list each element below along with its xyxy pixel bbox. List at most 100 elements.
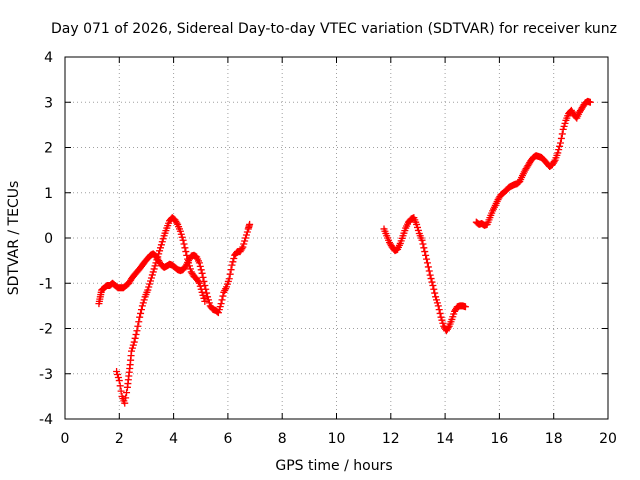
data-point [427,275,435,283]
series-3 [380,214,469,335]
data-point [437,313,445,321]
data-point [195,259,203,267]
data-point [135,318,143,326]
data-point [114,374,122,382]
data-point [204,296,212,304]
data-point [199,291,207,299]
data-point [556,139,564,147]
data-point [228,261,236,269]
series-1 [95,220,254,317]
data-point [413,220,421,228]
y-tick-label: -3 [39,367,53,383]
x-tick-label: 12 [382,431,400,447]
data-point [200,294,208,302]
x-tick-label: 2 [115,431,124,447]
data-point [423,255,431,263]
data-point [123,389,131,397]
data-point [182,248,190,256]
grid [65,57,608,419]
data-point [134,322,142,330]
data-point [146,280,154,288]
data-point [155,250,163,258]
data-point [433,299,441,307]
data-point [199,273,207,281]
x-tick-label: 16 [490,431,508,447]
x-tick-label: 6 [223,431,232,447]
data-point [444,324,452,332]
data-point [138,302,146,310]
data-point [429,282,437,290]
y-tick-label: -1 [39,276,53,292]
data-point [116,382,124,390]
data-point [205,299,213,307]
y-axis-label: SDTVAR / TECUs [6,181,22,296]
data-point [183,251,191,259]
data-point [436,309,444,317]
data-point [215,306,223,314]
data-point [158,238,166,246]
y-tick-label: -2 [39,322,53,338]
data-point [122,394,130,402]
y-tick-label: 4 [44,50,53,66]
data-point [555,146,563,154]
data-point [201,297,209,305]
data-point [246,220,254,228]
data-point [154,253,162,261]
data-point [184,255,192,263]
data-point [121,399,129,407]
data-point [113,367,121,375]
data-point [218,296,226,304]
data-point [216,303,224,311]
data-point [425,267,433,275]
data-point [128,347,136,355]
data-point [439,319,447,327]
data-point [137,309,145,317]
data-point [461,303,469,311]
data-point [149,268,157,276]
data-point [559,125,567,133]
y-tick-label: 0 [44,231,53,247]
data-point [152,259,160,267]
series-2 [113,214,209,407]
y-tick-label: -4 [39,412,53,428]
data-point [226,270,234,278]
data-point [185,259,193,267]
data-point [117,387,125,395]
data-point [140,296,148,304]
data-point [196,282,204,290]
data-point [130,338,138,346]
data-point [148,271,156,279]
data-point [137,306,145,314]
data-point [557,134,565,142]
data-point [147,274,155,282]
y-tick-label: 2 [44,141,53,157]
data-point [554,149,562,157]
data-point [550,158,558,166]
data-point [197,266,205,274]
data-point [159,235,167,243]
data-point [423,259,431,267]
x-tick-label: 14 [436,431,454,447]
data-point [418,236,426,244]
data-point [198,288,206,296]
data-point [144,286,152,294]
data-point [424,263,432,271]
data-point [156,244,164,252]
x-axis: 0 2 4 6 8 10 12 14 16 18 20 [61,57,617,447]
plot-frame [64,56,609,420]
data-point [414,226,422,234]
data-point [132,331,140,339]
data-point [204,293,212,301]
data-point [242,231,250,239]
data-point [243,228,251,236]
data-point [203,289,211,297]
x-tick-label: 20 [599,431,617,447]
data-point [196,262,204,270]
data-point [177,230,185,238]
data-point [556,142,564,150]
data-point [198,269,206,277]
data-point [431,289,439,297]
data-point [151,262,159,270]
data-point [560,122,568,130]
data-point [558,130,566,138]
